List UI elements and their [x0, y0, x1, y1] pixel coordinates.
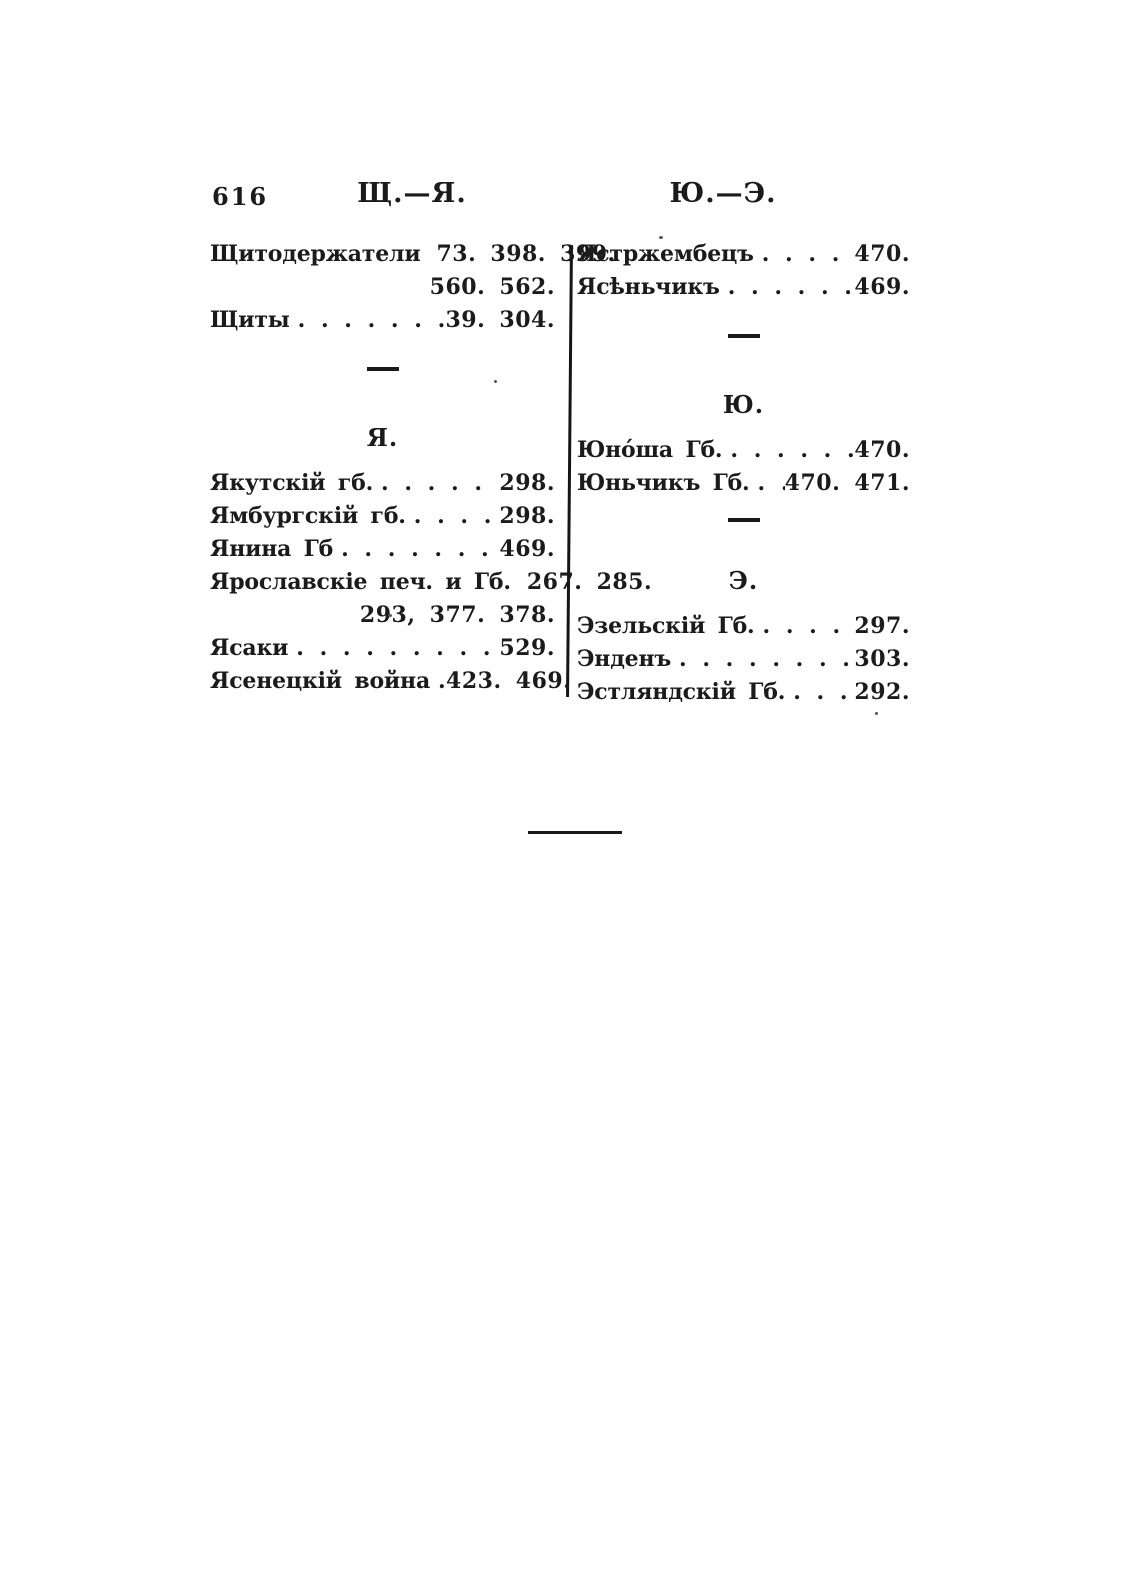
dot-leader: . . . . . . — [381, 470, 500, 496]
section-heading: Я. — [366, 423, 399, 452]
section-divider-dash — [366, 367, 399, 371]
section-divider-dash — [727, 518, 760, 522]
dot-leader: . . . . . — [757, 470, 785, 496]
dot-leader: . . . . . . . . — [730, 437, 854, 463]
section-divider-dash — [727, 334, 760, 338]
page-number: 616 — [212, 182, 269, 211]
index-column-left: Щитодержатели 73. 398. 399. 560. 562. Щиты.… — [210, 238, 652, 698]
dot-leader: . . . — [430, 665, 446, 698]
entry-page-numbers: 292. — [854, 679, 910, 705]
entry-page-numbers: 303. — [854, 646, 910, 672]
index-entry: Якутскій гб. . . . . . . 298. — [210, 467, 555, 500]
index-entry: Эзельскій Гб. . . . . . . .297. — [577, 610, 910, 643]
entry-label: Энденъ — [577, 646, 672, 672]
entry-label: Юно́ша Гб. — [577, 437, 723, 463]
dot-leader: . . . . . . — [761, 241, 855, 267]
index-entry: Юньчикъ Гб. . . . . .470. 471. — [577, 467, 910, 500]
index-entry: Ясенецкій война. . .423. 469. — [210, 665, 571, 698]
dot-leader: . . . . . . . . . . — [296, 635, 500, 661]
entry-page-numbers: 469. — [499, 536, 555, 562]
scan-speck — [388, 614, 392, 617]
entry-page-numbers: 469. — [854, 274, 910, 300]
entry-label: Ясенецкій война — [210, 668, 431, 694]
entry-page-numbers: 470. — [854, 437, 910, 463]
dot-leader: . . . . . . . — [727, 274, 855, 300]
index-entry: Юно́ша Гб. . . . . . . . .470. — [577, 434, 910, 467]
dot-leader: . . . . . . . . . — [679, 646, 854, 672]
scan-speck — [659, 236, 663, 239]
index-entry: Ястржембецъ . . . . . .470. — [577, 238, 910, 271]
column-divider-rule — [566, 244, 573, 698]
dot-leader: . . . . . . — [413, 503, 500, 529]
entry-page-numbers: 529. — [499, 635, 555, 661]
index-entry: Щитодержатели 73. 398. 399. — [210, 238, 615, 271]
entry-continuation: 560. 562. — [429, 274, 555, 300]
section-heading: Э. — [728, 566, 759, 595]
running-head-left: Щ.—Я. — [357, 178, 467, 209]
entry-page-numbers: 297. — [854, 613, 910, 639]
entry-label: Щитодержатели — [210, 241, 421, 267]
index-entry: Ясаки . . . . . . . . . . 529. — [210, 632, 555, 665]
scan-speck — [494, 380, 497, 383]
entry-label: Юньчикъ Гб. — [577, 470, 750, 496]
entry-label: Ясаки — [210, 635, 289, 661]
running-head-right: Ю.—Э. — [669, 178, 777, 209]
entry-label: Янина Гб — [210, 536, 334, 562]
dot-leader: . . . . . . . — [762, 613, 855, 639]
entry-label: Ярославскіе печ. и Гб. — [210, 569, 511, 595]
scan-speck — [875, 712, 878, 715]
index-entry: Щиты . . . . . . . .39. 304. — [210, 304, 555, 337]
entry-page-numbers: 298. — [499, 503, 555, 529]
entry-page-numbers: 298. — [499, 470, 555, 496]
entry-label: Эзельскій Гб. — [577, 613, 755, 639]
entry-label: Щиты — [210, 307, 290, 333]
entry-page-numbers: 423. 469. — [446, 668, 572, 694]
index-entry: Ясѣньчикъ . . . . . . .469. — [577, 271, 910, 304]
entry-page-numbers: 470. — [854, 241, 910, 267]
entry-label: Ямбургскій гб. — [210, 503, 406, 529]
dot-leader: . . . . . . — [793, 679, 854, 705]
dot-leader: . . . . . . . . — [341, 536, 500, 562]
index-entry: Ярославскіе печ. и Гб. 267. 285. — [210, 566, 652, 599]
entry-page-numbers: 470. 471. — [784, 470, 910, 496]
end-rule — [528, 831, 622, 834]
index-entry: Ямбургскій гб. . . . . . .298. — [210, 500, 555, 533]
entry-label: Эстляндскій Гб. — [577, 679, 786, 705]
dot-leader: . . . . . . . . — [297, 307, 446, 333]
index-entry: Эстляндскій Гб. . . . . . .292. — [577, 676, 910, 709]
entry-page-numbers: 39. 304. — [445, 307, 555, 333]
index-entry: Энденъ . . . . . . . . .303. — [577, 643, 910, 676]
entry-label: Ястржембецъ — [577, 241, 754, 267]
entry-page-numbers: 73. 398. 399. — [436, 241, 616, 267]
entry-label: Якутскій гб. — [210, 470, 374, 496]
entry-label: Ясѣньчикъ — [577, 274, 720, 300]
index-entry: Янина Гб . . . . . . . . 469. — [210, 533, 555, 566]
entry-page-numbers: 267. 285. — [526, 569, 653, 595]
entry-continuation: 293, 377. 378. — [359, 602, 555, 628]
index-column-right: Ястржембецъ. . . . . .470.Ясѣньчикъ. . .… — [577, 238, 910, 709]
section-heading: Ю. — [722, 390, 765, 419]
